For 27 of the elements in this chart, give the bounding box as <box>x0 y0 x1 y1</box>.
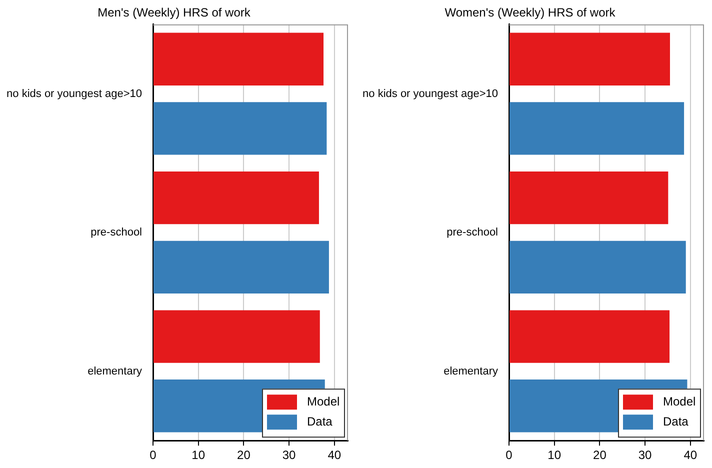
bar <box>510 240 686 294</box>
y-tick-label: no kids or youngest age>10 <box>362 88 498 100</box>
x-tick-label: 30 <box>638 448 652 462</box>
bar <box>510 32 670 86</box>
legend-label: Model <box>307 394 340 408</box>
x-tick-label: 20 <box>237 448 251 462</box>
y-tick-label: elementary <box>88 365 142 378</box>
x-tick-label: 40 <box>684 448 698 462</box>
x-tick-label: 0 <box>150 448 157 462</box>
x-tick-label: 30 <box>282 448 296 462</box>
legend-label: Model <box>663 394 696 408</box>
chart-title: Men's (Weekly) HRS of work <box>98 6 252 20</box>
x-tick-label: 10 <box>192 448 206 462</box>
x-tick-label: 40 <box>328 448 342 462</box>
chart-title: Women's (Weekly) HRS of work <box>444 6 616 20</box>
bar <box>510 171 668 224</box>
y-tick-label: no kids or youngest age>10 <box>6 88 142 100</box>
x-tick-label: 10 <box>548 448 562 462</box>
bar <box>510 102 684 155</box>
bar <box>510 310 670 363</box>
y-tick-label: pre-school <box>90 226 142 239</box>
y-tick-label: elementary <box>444 365 498 378</box>
legend-label: Data <box>307 414 333 428</box>
x-tick-label: 0 <box>506 448 513 462</box>
legend-label: Data <box>663 414 689 428</box>
y-tick-label: pre-school <box>446 226 498 239</box>
x-tick-label: 20 <box>593 448 607 462</box>
